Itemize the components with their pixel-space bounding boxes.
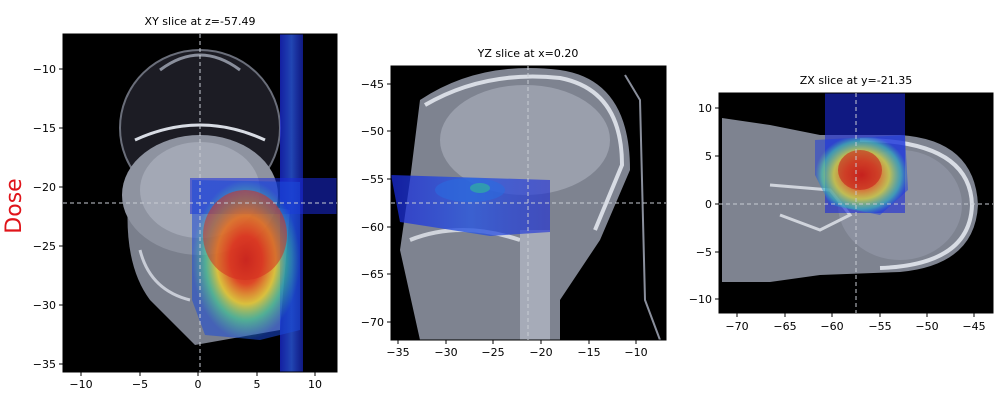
x-tick-label: −45 <box>962 320 985 333</box>
y-tick-label: −20 <box>33 181 56 194</box>
y-tick-label: −60 <box>361 221 384 234</box>
y-tick-label: −70 <box>361 316 384 329</box>
slice-image <box>719 93 993 313</box>
panel-title: YZ slice at x=0.20 <box>477 47 579 60</box>
x-tick-label: −55 <box>868 320 891 333</box>
x-tick-label: −65 <box>773 320 796 333</box>
y-tick-label: −55 <box>361 173 384 186</box>
y-tick-label: −50 <box>361 125 384 138</box>
x-tick-label: −60 <box>820 320 843 333</box>
y-tick-label: 10 <box>698 102 712 115</box>
x-tick-label: −10 <box>624 346 647 359</box>
x-tick-label: 5 <box>254 378 261 391</box>
x-tick-label: −5 <box>132 378 148 391</box>
y-tick-label: −15 <box>33 122 56 135</box>
panel-title: XY slice at z=-57.49 <box>145 15 256 28</box>
x-ticks: −70 −65 −60 −55 −50 −45 <box>725 313 986 333</box>
x-ticks: −35 −30 −25 −20 −15 −10 <box>386 340 648 359</box>
y-tick-label: −5 <box>696 246 712 259</box>
x-tick-label: −70 <box>725 320 748 333</box>
y-tick-label: 0 <box>705 198 712 211</box>
x-tick-label: −25 <box>481 346 504 359</box>
y-ticks: −10 −15 −20 −25 −30 −35 <box>33 63 63 371</box>
x-tick-label: −50 <box>915 320 938 333</box>
panel-zx: ZX slice at y=-21.35 −70 −65 −60 −55 −50… <box>689 74 994 333</box>
y-tick-label: −45 <box>361 78 384 91</box>
y-tick-label: −25 <box>33 240 56 253</box>
y-tick-label: −10 <box>33 63 56 76</box>
y-tick-label: 5 <box>705 150 712 163</box>
y-tick-label: −65 <box>361 268 384 281</box>
panel-title: ZX slice at y=-21.35 <box>800 74 912 87</box>
x-tick-label: −10 <box>69 378 92 391</box>
x-tick-label: −35 <box>386 346 409 359</box>
x-tick-label: −30 <box>434 346 457 359</box>
x-ticks: −10 −5 0 5 10 <box>69 372 322 391</box>
y-tick-label: −35 <box>33 358 56 371</box>
x-tick-label: 10 <box>308 378 322 391</box>
x-tick-label: −20 <box>529 346 552 359</box>
y-tick-label: −10 <box>689 293 712 306</box>
panel-yz: YZ slice at x=0.20 −35 −30 −25 −20 −15 −… <box>361 47 667 359</box>
x-tick-label: 0 <box>195 378 202 391</box>
panel-xy: XY slice at z=-57.49 −10 −5 0 5 <box>33 15 338 391</box>
y-ticks: 10 5 0 −5 −10 <box>689 102 719 306</box>
side-label-dose: Dose <box>2 178 27 233</box>
y-ticks: −45 −50 −55 −60 −65 −70 <box>361 78 391 329</box>
y-tick-label: −30 <box>33 299 56 312</box>
x-tick-label: −15 <box>577 346 600 359</box>
